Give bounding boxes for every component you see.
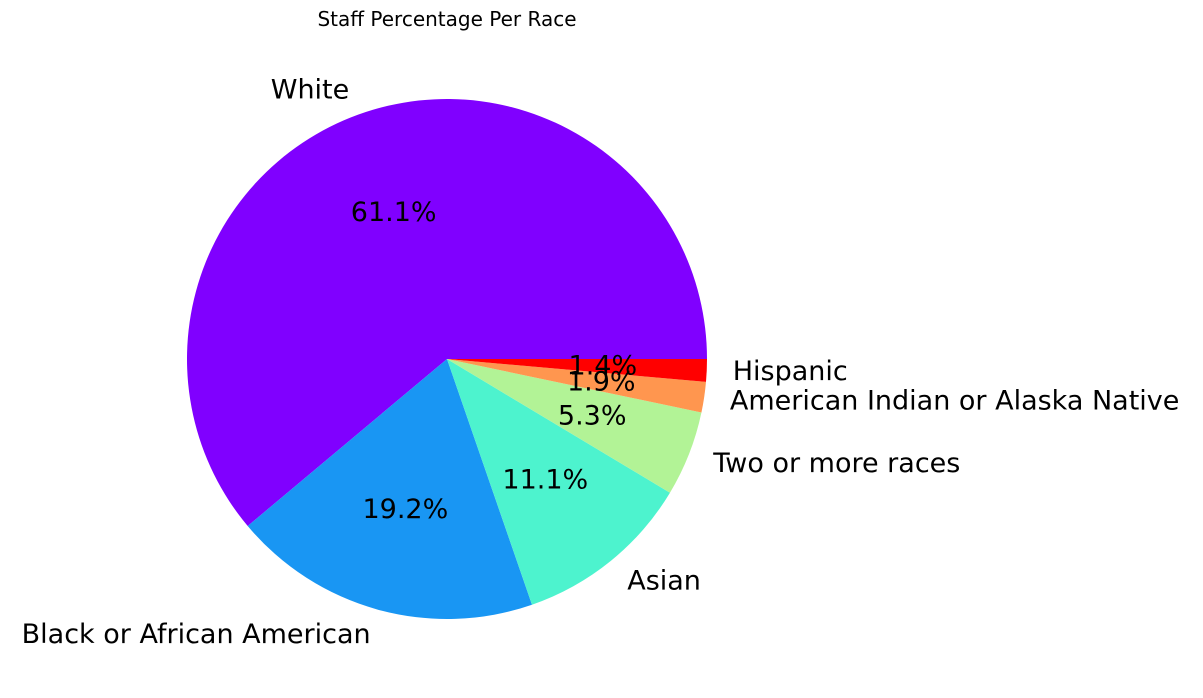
pie-slice-1 xyxy=(247,359,532,620)
pie-slice-2 xyxy=(447,359,670,605)
percent-labels: 61.1% 19.2% 11.1% 5.3%1.9%1.4% xyxy=(351,197,637,525)
percent-label-5: 1.4% xyxy=(569,350,638,381)
percent-label-0: 61.1% xyxy=(351,197,437,228)
slice-label-2: Asian xyxy=(627,566,701,597)
percent-label-3: 5.3% xyxy=(558,400,627,431)
pie-slices xyxy=(187,99,707,620)
pie-slice-3 xyxy=(447,359,702,493)
slice-label-4: American Indian or Alaska Native xyxy=(730,386,1180,417)
pie-slice-4 xyxy=(447,359,706,413)
percent-label-4: 1.9% xyxy=(567,366,636,397)
slice-label-3: Two or more races xyxy=(712,448,960,479)
slice-label-1: Black or African American xyxy=(22,619,371,650)
slice-labels: White Black or African American Asian Two o… xyxy=(22,75,1180,650)
chart-title: Staff Percentage Per Race xyxy=(317,7,576,31)
pie-slice-0 xyxy=(187,99,707,526)
percent-label-2: 11.1% xyxy=(502,465,588,496)
pie-slice-5 xyxy=(447,359,707,382)
percent-label-1: 19.2% xyxy=(362,494,448,525)
slice-label-5: Hispanic xyxy=(733,356,848,387)
slice-label-0: White xyxy=(271,75,350,106)
